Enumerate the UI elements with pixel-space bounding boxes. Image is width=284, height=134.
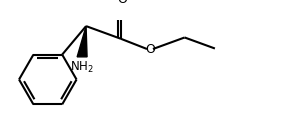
Text: O: O: [145, 42, 155, 55]
Text: NH$_2$: NH$_2$: [70, 60, 94, 75]
Text: O: O: [117, 0, 127, 6]
Polygon shape: [77, 26, 87, 57]
